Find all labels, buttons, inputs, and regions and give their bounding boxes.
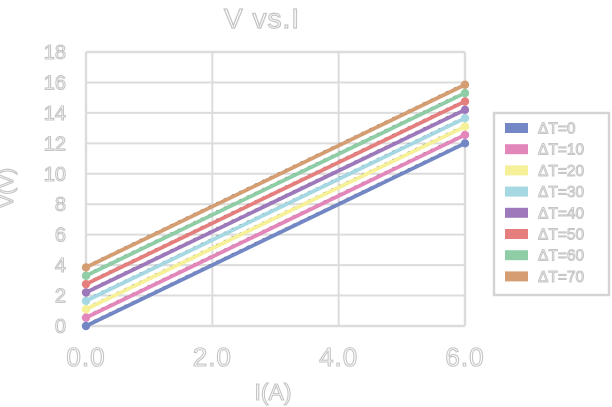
data-point-start (81, 296, 91, 306)
x-tick-label: 0.0 (66, 342, 105, 372)
data-point-start (81, 305, 91, 314)
y-tick-label: 2 (55, 286, 66, 308)
series-line (85, 124, 466, 311)
y-tick-label: 10 (44, 164, 66, 186)
data-point-start (81, 263, 91, 272)
x-tick-label: 4.0 (319, 342, 358, 372)
legend-entry-2: ΔT=20 (505, 162, 585, 180)
legend-entry-0: ΔT=0 (505, 120, 576, 138)
y-tick-label: 8 (55, 194, 66, 216)
data-point-start (81, 321, 91, 331)
series-4 (81, 105, 470, 297)
y-tick-label: 18 (44, 42, 66, 64)
series-line (85, 116, 466, 303)
legend-label: ΔT=50 (538, 227, 584, 244)
y-tick-label: 12 (44, 133, 66, 155)
legend-entry-7: ΔT=70 (505, 268, 585, 286)
data-point-end (460, 97, 470, 106)
data-point-start (81, 271, 91, 280)
data-point-start (81, 279, 91, 289)
data-point-end (460, 105, 470, 115)
series-line (85, 141, 466, 328)
x-tick-label: 6.0 (445, 342, 484, 372)
legend-swatch (505, 207, 528, 218)
legend-entry-1: ΔT=10 (505, 141, 585, 159)
y-tick-label: 6 (55, 225, 66, 247)
data-point-end (460, 88, 470, 98)
data-point-end (460, 139, 470, 148)
series-line (85, 108, 466, 295)
series-line (85, 99, 466, 286)
legend-swatch (505, 229, 528, 239)
legend-swatch (505, 165, 528, 176)
legend-label: ΔT=10 (538, 142, 584, 159)
legend-entry-4: ΔT=40 (505, 205, 585, 223)
legend-label: ΔT=40 (538, 205, 584, 222)
chart-title: V vs.I (224, 3, 300, 34)
series-line (85, 91, 466, 278)
legend-entry-3: ΔT=30 (505, 184, 585, 202)
series-5 (81, 97, 470, 289)
legend-entry-6: ΔT=60 (505, 247, 585, 265)
legend-label: ΔT=60 (538, 248, 584, 265)
legend-label: ΔT=70 (538, 269, 584, 286)
y-axis-label: V(V) (0, 168, 18, 208)
legend-entry-5: ΔT=50 (505, 226, 585, 244)
y-tick-label: 14 (44, 103, 66, 125)
legend-swatch (505, 250, 528, 261)
x-axis-label: I(A) (254, 379, 291, 405)
series-6 (81, 88, 470, 280)
gridlines (84, 50, 467, 328)
legend: ΔT=0 ΔT=10 ΔT=20 ΔT=30 ΔT=40 ΔT=50 ΔT=60 ΔT=70 (492, 111, 611, 297)
y-tick-label: 0 (55, 316, 66, 338)
data-point-end (460, 80, 470, 89)
y-tick-label: 16 (44, 72, 66, 94)
legend-swatch (505, 144, 528, 155)
legend-swatch (505, 271, 528, 282)
legend-label: ΔT=30 (538, 184, 584, 201)
series-2 (81, 122, 470, 314)
data-point-start (81, 288, 91, 297)
series-1 (81, 130, 470, 322)
legend-box (492, 111, 611, 297)
data-point-start (81, 313, 91, 322)
legend-label: ΔT=20 (538, 163, 584, 180)
series-line (85, 83, 466, 270)
series-0 (81, 139, 470, 331)
legend-swatch (505, 123, 528, 133)
series-line (85, 133, 466, 320)
data-point-end (460, 122, 470, 131)
y-tick-label: 4 (55, 255, 66, 277)
series-3 (81, 114, 470, 306)
data-point-end (460, 130, 470, 140)
x-tick-label: 2.0 (193, 342, 232, 372)
series-7 (81, 80, 470, 272)
legend-swatch (505, 186, 528, 197)
legend-label: ΔT=0 (538, 121, 576, 138)
data-point-end (460, 114, 470, 123)
